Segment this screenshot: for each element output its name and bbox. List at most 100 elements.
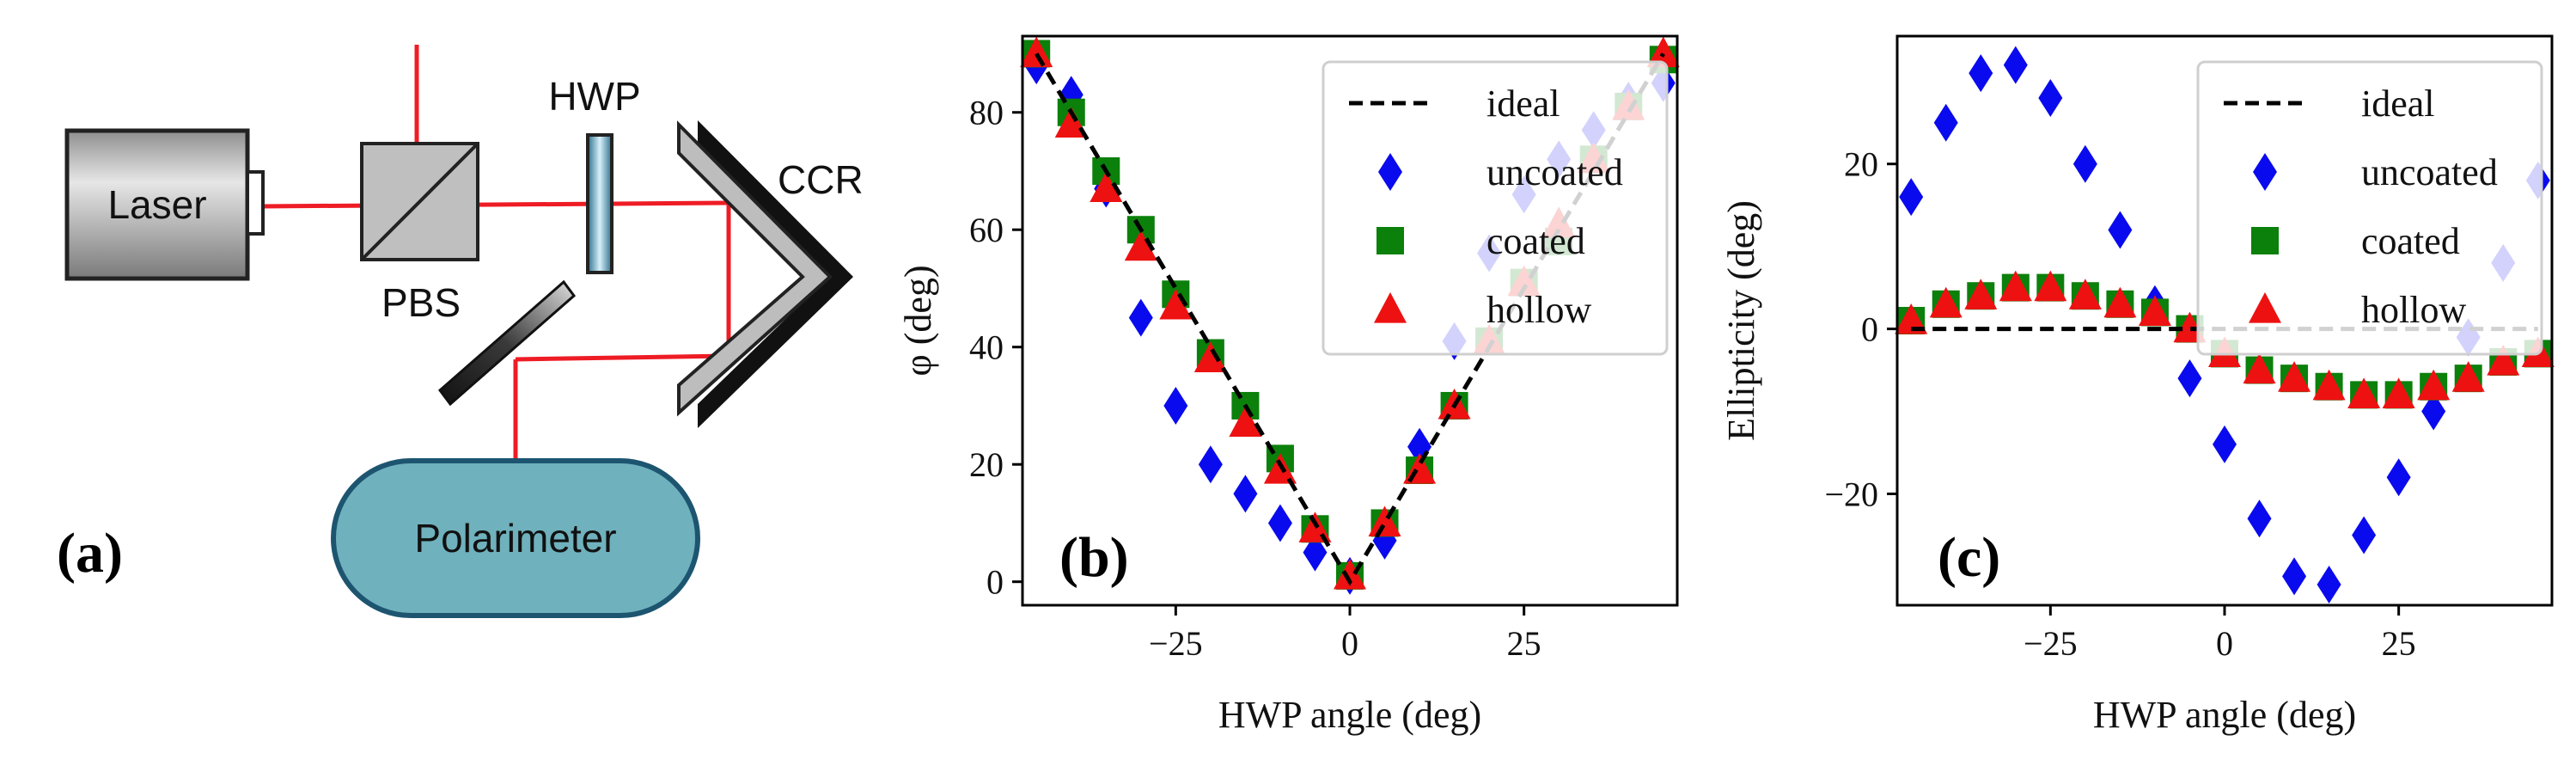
chart-c-legend-label-coated: coated bbox=[2361, 220, 2460, 262]
chart-b-ytick-label: 20 bbox=[969, 445, 1004, 484]
chart-b-point-uncoated bbox=[1267, 504, 1292, 542]
laser-aperture bbox=[246, 170, 265, 236]
chart-c-point-uncoated bbox=[2213, 425, 2237, 463]
fold-mirror bbox=[437, 279, 577, 407]
chart-b-legend-label-coated: coated bbox=[1486, 220, 1585, 262]
chart-c-legend-label-ideal: ideal bbox=[2361, 83, 2435, 125]
chart-c-point-uncoated bbox=[1969, 54, 1993, 93]
chart-c-point-hollow bbox=[2034, 270, 2067, 302]
chart-c-ylabel: Ellipticity (deg) bbox=[1720, 200, 1762, 441]
chart-c-point-uncoated bbox=[2386, 458, 2411, 497]
chart-b-ytick-label: 0 bbox=[986, 563, 1004, 602]
chart-b-point-uncoated bbox=[1163, 386, 1188, 425]
chart-c-xtick-label: 0 bbox=[2216, 624, 2233, 663]
beam-laser-to-ccr bbox=[261, 200, 729, 209]
chart-b-legend-label-ideal: ideal bbox=[1486, 83, 1560, 125]
chart-b-xlabel: HWP angle (deg) bbox=[1218, 694, 1481, 736]
chart-c-legend-handle-coated bbox=[2251, 227, 2279, 254]
chart-b-tag: (b) bbox=[1059, 526, 1129, 589]
chart-c-point-hollow bbox=[1964, 279, 1998, 309]
chart-b-ytick-label: 80 bbox=[969, 94, 1004, 132]
chart-c-point-uncoated bbox=[2421, 392, 2446, 431]
chart-c-point-uncoated bbox=[2177, 359, 2202, 398]
chart-b-point-uncoated bbox=[1303, 533, 1328, 572]
panel-a-tag: (a) bbox=[57, 522, 123, 585]
chart-c-point-hollow bbox=[1999, 270, 2032, 302]
chart-c-tag: (c) bbox=[1938, 526, 2000, 589]
chart-c-point-hollow bbox=[2068, 279, 2102, 309]
polarimeter-box bbox=[331, 458, 700, 618]
chart-b-point-hollow bbox=[1193, 341, 1227, 372]
chart-c-point-hollow bbox=[2451, 361, 2485, 392]
chart-c-point-hollow bbox=[2138, 295, 2171, 327]
chart-c-point-uncoated bbox=[2247, 499, 2272, 538]
polarimeter-label: Polarimeter bbox=[414, 516, 616, 561]
laser-box bbox=[64, 128, 250, 281]
chart-b-xtick-label: 0 bbox=[1341, 624, 1358, 663]
chart-b-ytick-label: 60 bbox=[969, 211, 1004, 249]
chart-b-point-uncoated bbox=[1128, 298, 1153, 337]
chart-c-ytick-label: 0 bbox=[1861, 310, 1878, 349]
chart-b-point-hollow bbox=[1090, 171, 1123, 203]
chart-b-point-hollow bbox=[1646, 36, 1680, 68]
chart-c-legend-box bbox=[2196, 60, 2543, 356]
chart-c-point-uncoated bbox=[2003, 46, 2028, 84]
ccr-back-plate bbox=[698, 120, 853, 428]
chart-c-point-uncoated bbox=[2317, 566, 2341, 604]
chart-b-point-hollow bbox=[1020, 36, 1053, 68]
chart-b-legend: ideal uncoated coated hollow bbox=[1322, 60, 1669, 356]
chart-b-ticks: −25 0 25 0 20 40 60 80 bbox=[969, 94, 1541, 663]
chart-b-legend-label-hollow: hollow bbox=[1486, 289, 1591, 331]
chart-c-point-hollow bbox=[1895, 303, 1928, 334]
hwp-label: HWP bbox=[548, 74, 640, 119]
chart-b-point-hollow bbox=[1368, 505, 1401, 537]
hwp-plate bbox=[586, 133, 613, 274]
chart-c-legend-label-hollow: hollow bbox=[2361, 289, 2466, 331]
chart-b-point-hollow bbox=[1334, 558, 1366, 590]
chart-c-point-uncoated bbox=[2038, 78, 2063, 117]
pbs-diagonal bbox=[360, 142, 479, 261]
chart-c-legend-label-uncoated: uncoated bbox=[2361, 151, 2498, 193]
chart-b-point-hollow bbox=[1229, 406, 1262, 438]
chart-c-point-hollow bbox=[2487, 344, 2520, 376]
chart-c-point-hollow bbox=[2312, 369, 2346, 401]
chart-c-point-uncoated bbox=[1933, 103, 1958, 142]
chart-c-point-hollow bbox=[2417, 369, 2451, 401]
chart-c-point-hollow bbox=[2382, 377, 2415, 408]
chart-b-legend-box bbox=[1322, 60, 1669, 356]
chart-c-ticks: −25 0 25 −20 0 20 bbox=[1824, 145, 2415, 663]
chart-b-legend-handle-uncoated bbox=[1378, 153, 1402, 191]
chart-c-point-uncoated bbox=[2072, 144, 2097, 183]
beam-ccr-return bbox=[515, 353, 729, 362]
chart-c-legend-handle-hollow bbox=[2249, 292, 2281, 323]
ccr-front-plate bbox=[677, 120, 833, 417]
chart-b-ytick-label: 40 bbox=[969, 328, 1004, 367]
laser-label: Laser bbox=[107, 182, 206, 227]
chart-c-xtick-label: 25 bbox=[2382, 624, 2416, 663]
chart-b-point-hollow bbox=[1124, 230, 1157, 261]
chart-b-xtick-label: 25 bbox=[1507, 624, 1541, 663]
chart-c-point-uncoated bbox=[2108, 211, 2133, 249]
chart-c-legend: ideal uncoated coated hollow bbox=[2196, 60, 2543, 356]
chart-c-point-hollow bbox=[1929, 286, 1963, 318]
chart-c-point-hollow bbox=[2347, 377, 2381, 408]
chart-c-xtick-label: −25 bbox=[2024, 624, 2078, 663]
chart-b-point-uncoated bbox=[1198, 445, 1223, 484]
chart-c-point-hollow bbox=[2278, 361, 2311, 392]
chart-b-legend-handle-hollow bbox=[1374, 292, 1407, 323]
chart-b-legend-handle-coated bbox=[1377, 227, 1404, 254]
ccr-label: CCR bbox=[778, 157, 864, 202]
chart-c-point-hollow bbox=[2243, 352, 2276, 384]
chart-c-point-uncoated bbox=[1899, 178, 1924, 217]
chart-b-legend-label-uncoated: uncoated bbox=[1486, 151, 1623, 193]
chart-c-ytick-label: 20 bbox=[1844, 145, 1878, 184]
chart-b-xtick-label: −25 bbox=[1149, 624, 1203, 663]
ccr-retroreflector: CCR bbox=[677, 120, 864, 428]
chart-b-point-uncoated bbox=[1233, 475, 1258, 513]
laser-beams bbox=[261, 45, 731, 461]
chart-c-xlabel: HWP angle (deg) bbox=[2093, 694, 2356, 736]
chart-b-ylabel: φ (deg) bbox=[897, 265, 939, 376]
chart-c-point-uncoated bbox=[2282, 557, 2307, 596]
chart-c-point-hollow bbox=[2103, 286, 2137, 318]
